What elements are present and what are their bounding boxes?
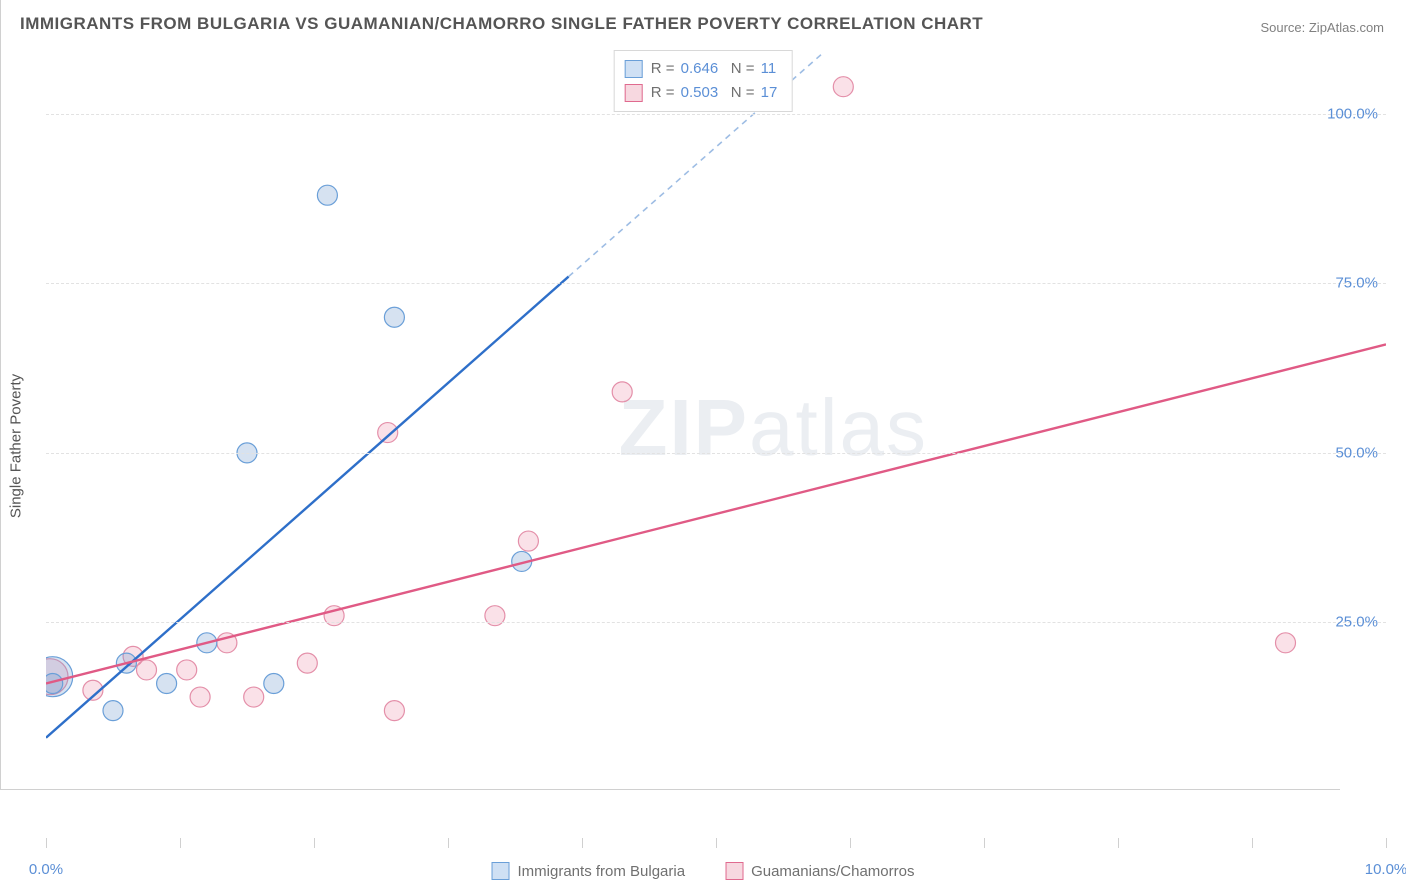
legend-swatch <box>625 60 643 78</box>
legend-swatch <box>625 84 643 102</box>
legend-row: R = 0.503 N = 17 <box>625 81 778 105</box>
gridline-h <box>46 283 1386 284</box>
legend-swatch <box>492 862 510 880</box>
series-legend-item: Immigrants from Bulgaria <box>492 862 686 880</box>
scatter-chart-svg <box>46 46 1386 836</box>
series-legend: Immigrants from Bulgaria Guamanians/Chamo… <box>492 862 915 880</box>
x-tick-mark <box>850 838 851 848</box>
correlation-legend: R = 0.646 N = 11R = 0.503 N = 17 <box>614 50 793 112</box>
legend-row: R = 0.646 N = 11 <box>625 57 778 81</box>
gridline-h <box>46 622 1386 623</box>
x-tick-mark <box>448 838 449 848</box>
y-tick-label: 50.0% <box>1335 444 1378 461</box>
x-tick-label: 10.0% <box>1365 861 1406 878</box>
x-tick-mark <box>582 838 583 848</box>
series-legend-item: Guamanians/Chamorros <box>725 862 914 880</box>
legend-stats: R = 0.503 N = 17 <box>651 81 778 105</box>
gridline-h <box>46 453 1386 454</box>
x-tick-mark <box>180 838 181 848</box>
x-tick-mark <box>314 838 315 848</box>
gridline-h <box>46 114 1386 115</box>
x-tick-mark <box>984 838 985 848</box>
x-tick-mark <box>1118 838 1119 848</box>
legend-swatch <box>725 862 743 880</box>
legend-stats: R = 0.646 N = 11 <box>651 57 777 81</box>
x-tick-mark <box>1252 838 1253 848</box>
x-tick-mark <box>1386 838 1387 848</box>
series-legend-label: Guamanians/Chamorros <box>751 863 914 880</box>
y-tick-label: 100.0% <box>1327 105 1378 122</box>
y-tick-label: 25.0% <box>1335 614 1378 631</box>
x-tick-mark <box>716 838 717 848</box>
y-tick-label: 75.0% <box>1335 275 1378 292</box>
x-tick-mark <box>46 838 47 848</box>
series-legend-label: Immigrants from Bulgaria <box>518 863 686 880</box>
x-tick-label: 0.0% <box>29 861 63 878</box>
